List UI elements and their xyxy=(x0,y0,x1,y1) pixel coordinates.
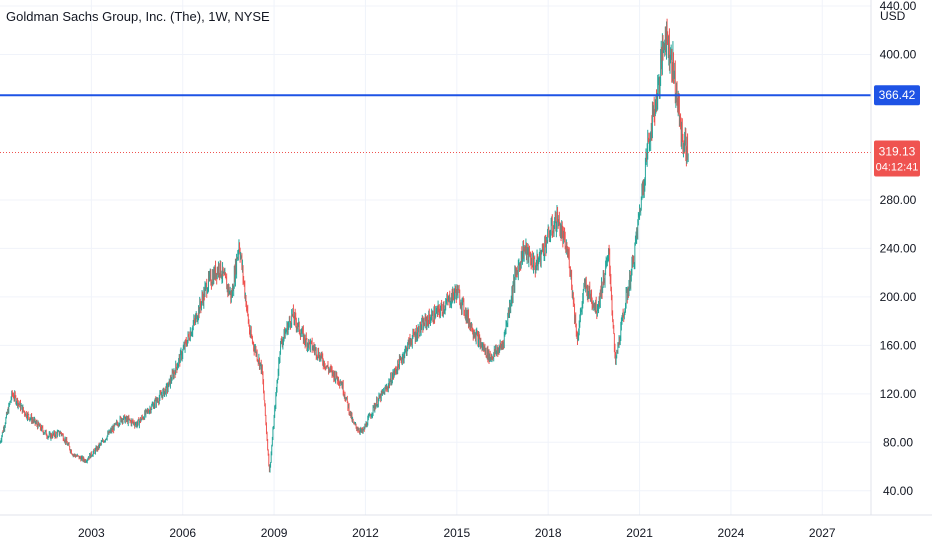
price-series xyxy=(0,18,689,473)
price-tick-label: 160.00 xyxy=(880,338,917,352)
price-tick-label: 240.00 xyxy=(880,241,917,255)
time-tick-label: 2027 xyxy=(809,526,836,540)
price-tick-label: 200.00 xyxy=(880,290,917,304)
last-price-badge: 319.13 04:12:41 xyxy=(874,140,920,177)
time-axis[interactable]: 2003 2006 2009 2012 2015 2018 2021 2024 2027 xyxy=(78,526,836,540)
price-tick-label: 440.00 xyxy=(880,0,917,13)
currency-label: USD xyxy=(880,9,906,23)
symbol-title: Goldman Sachs Group, Inc. (The), 1W, NYS… xyxy=(6,9,270,24)
time-tick-label: 2018 xyxy=(535,526,562,540)
time-tick-label: 2021 xyxy=(626,526,653,540)
price-tick-label: 400.00 xyxy=(880,48,917,62)
time-tick-label: 2009 xyxy=(261,526,288,540)
time-tick-label: 2012 xyxy=(352,526,379,540)
price-tick-label: 280.00 xyxy=(880,193,917,207)
price-axis[interactable]: 40.00 80.00 120.00 160.00 200.00 240.00 280.00… xyxy=(880,0,917,498)
price-tick-label: 80.00 xyxy=(883,435,913,449)
bar-countdown-label: 04:12:41 xyxy=(876,162,919,174)
last-price-label: 319.13 xyxy=(879,145,916,159)
price-tick-label: 40.00 xyxy=(883,484,913,498)
time-tick-label: 2003 xyxy=(78,526,105,540)
time-tick-label: 2024 xyxy=(718,526,745,540)
level-price-label: 366.42 xyxy=(879,88,916,102)
grid-lines xyxy=(0,0,871,515)
time-tick-label: 2015 xyxy=(443,526,470,540)
level-price-badge: 366.42 xyxy=(874,85,920,106)
time-tick-label: 2006 xyxy=(169,526,196,540)
price-tick-label: 120.00 xyxy=(880,387,917,401)
